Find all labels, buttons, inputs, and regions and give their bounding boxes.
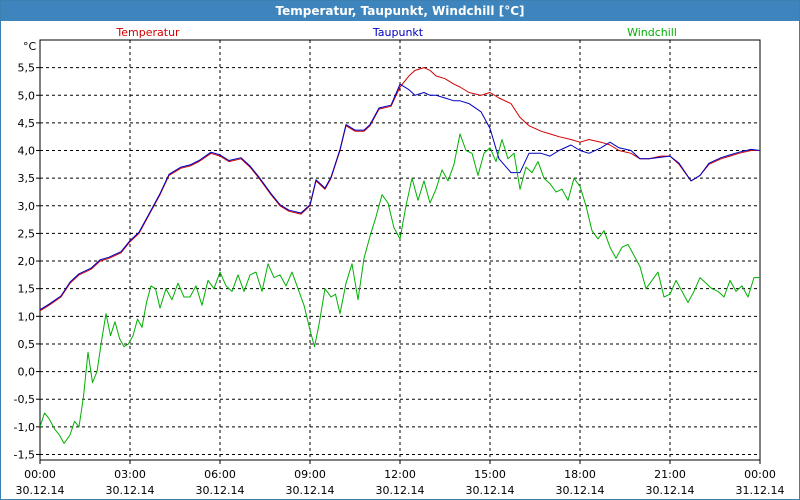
y-tick-label: -1,5 [14, 448, 35, 461]
x-tick-time: 00:00 [24, 468, 56, 481]
x-axis: 00:00 30.12.14 03:00 30.12.14 06:00 30.12.14 0… [16, 460, 785, 497]
x-tick-date: 31.12.14 [736, 484, 785, 497]
x-tick-time: 06:00 [204, 468, 236, 481]
y-tick-label: 0,0 [18, 366, 36, 379]
y-tick-label: -1,0 [14, 421, 35, 434]
y-tick-label: 4,0 [18, 145, 36, 158]
y-tick-label: 1,0 [18, 310, 36, 323]
y-tick-label: 0,5 [18, 338, 36, 351]
legend-temperatur: Temperatur [115, 26, 180, 39]
y-tick-label: 5,0 [18, 89, 36, 102]
x-tick-time: 15:00 [474, 468, 506, 481]
y-tick-label: 1,5 [18, 283, 36, 296]
x-tick-date: 30.12.14 [106, 484, 155, 497]
series-line-taupunkt [39, 83, 761, 311]
x-tick-date: 30.12.14 [466, 484, 515, 497]
y-axis-label: °C [23, 40, 37, 53]
y-tick-label: 4,5 [18, 117, 36, 130]
x-tick-time: 21:00 [654, 468, 686, 481]
x-tick-date: 30.12.14 [286, 484, 335, 497]
x-tick-time: 12:00 [384, 468, 416, 481]
y-axis: 5,5 5,0 4,5 4,0 3,5 3,0 2,5 2,0 1,5 1,0 0,5 0,0 -0,5… [14, 62, 40, 461]
x-tick-time: 00:00 [744, 468, 776, 481]
x-tick-date: 30.12.14 [556, 484, 605, 497]
x-tick-date: 30.12.14 [196, 484, 245, 497]
series-layer [39, 67, 761, 444]
x-tick-date: 30.12.14 [16, 484, 65, 497]
y-tick-label: 3,0 [18, 200, 36, 213]
x-tick-date: 30.12.14 [376, 484, 425, 497]
grid [40, 40, 760, 460]
y-tick-label: -0,5 [14, 393, 35, 406]
y-tick-label: 2,0 [18, 255, 36, 268]
x-tick-time: 09:00 [294, 468, 326, 481]
x-tick-date: 30.12.14 [646, 484, 695, 497]
window-title: Temperatur, Taupunkt, Windchill [°C] [1, 1, 799, 21]
y-tick-label: 5,5 [18, 62, 36, 75]
series-line-windchill [39, 133, 760, 444]
y-tick-label: 2,5 [18, 227, 36, 240]
x-tick-time: 18:00 [564, 468, 596, 481]
legend-windchill: Windchill [627, 26, 677, 39]
y-tick-label: 3,5 [18, 172, 36, 185]
legend-taupunkt: Taupunkt [372, 26, 424, 39]
x-tick-time: 03:00 [114, 468, 146, 481]
